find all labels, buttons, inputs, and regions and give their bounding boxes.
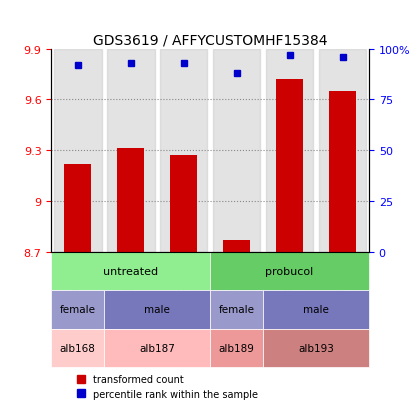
Bar [160, 50, 207, 252]
Legend: transformed count, percentile rank within the sample: transformed count, percentile rank withi… [72, 370, 262, 403]
Text: female: female [60, 305, 95, 315]
Bar [212, 50, 260, 252]
Text: alb193: alb193 [297, 343, 333, 353]
FancyBboxPatch shape [104, 329, 210, 368]
Bar [170, 156, 196, 252]
FancyBboxPatch shape [210, 290, 263, 329]
Text: untreated: untreated [103, 266, 158, 276]
Text: alb187: alb187 [139, 343, 175, 353]
FancyBboxPatch shape [104, 290, 210, 329]
Bar [117, 149, 144, 252]
Text: female: female [218, 305, 254, 315]
FancyBboxPatch shape [210, 252, 368, 290]
Text: probucol: probucol [265, 266, 313, 276]
Bar [276, 80, 302, 252]
Text: male: male [144, 305, 170, 315]
Title: GDS3619 / AFFYCUSTOMHF15384: GDS3619 / AFFYCUSTOMHF15384 [93, 33, 326, 47]
Text: alb189: alb189 [218, 343, 254, 353]
FancyBboxPatch shape [263, 329, 368, 368]
FancyBboxPatch shape [210, 329, 263, 368]
Bar [328, 92, 355, 252]
FancyBboxPatch shape [51, 290, 104, 329]
Bar [64, 164, 91, 252]
Bar [265, 50, 312, 252]
FancyBboxPatch shape [51, 252, 210, 290]
Bar [318, 50, 366, 252]
Text: male: male [302, 305, 328, 315]
Bar [223, 240, 249, 252]
FancyBboxPatch shape [263, 290, 368, 329]
Bar [54, 50, 101, 252]
Text: alb168: alb168 [60, 343, 95, 353]
Bar [107, 50, 154, 252]
FancyBboxPatch shape [51, 329, 104, 368]
